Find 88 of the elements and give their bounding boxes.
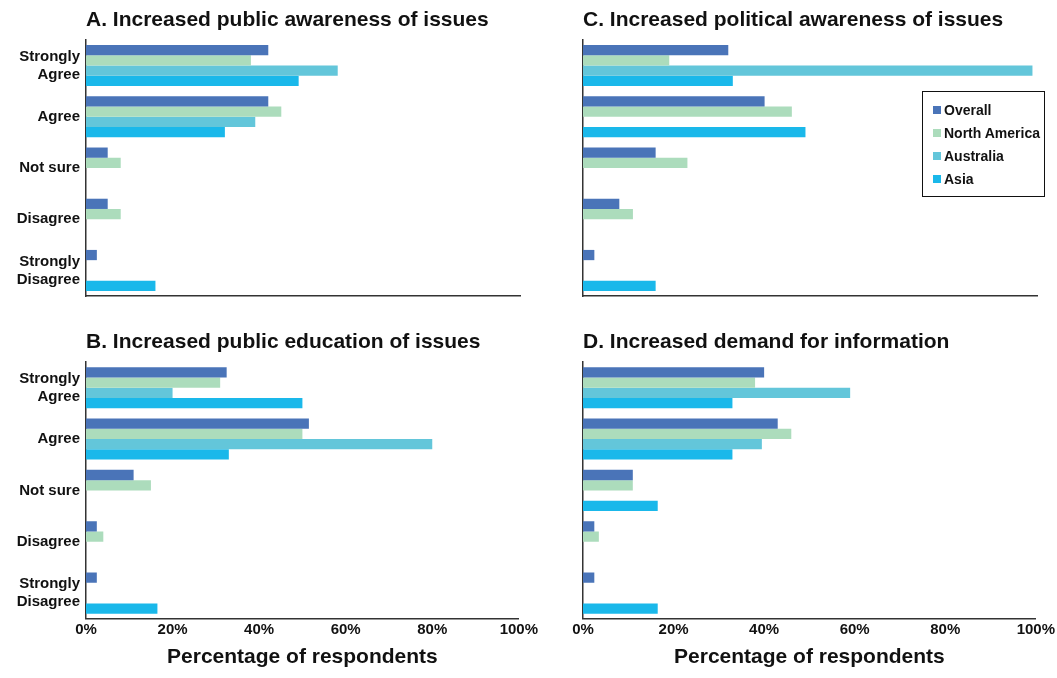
x-tick-label: 80% xyxy=(930,619,961,637)
x-tick-label: 60% xyxy=(839,619,870,637)
bar xyxy=(86,157,121,168)
x-tick-label: 100% xyxy=(499,619,539,637)
bar xyxy=(86,106,282,117)
y-tick-label: Strongly Disagree xyxy=(16,251,81,287)
legend-label: North America xyxy=(944,124,1040,141)
x-tick-label: 80% xyxy=(417,619,448,637)
bar xyxy=(583,55,670,66)
bar xyxy=(86,428,303,440)
bar xyxy=(583,249,595,261)
x-tick-label: 100% xyxy=(1016,619,1056,637)
bar xyxy=(583,96,765,107)
bar xyxy=(583,198,620,209)
bar xyxy=(583,531,599,542)
bar xyxy=(583,208,633,220)
bar xyxy=(86,96,269,107)
bar xyxy=(583,45,729,56)
bar xyxy=(86,418,309,429)
bar xyxy=(86,377,221,388)
bar xyxy=(583,521,595,532)
bar xyxy=(86,367,227,378)
y-tick-label: Strongly Disagree xyxy=(16,574,81,610)
y-tick-label: Disagree xyxy=(16,531,80,549)
bar xyxy=(583,572,595,583)
chart-title: B. Increased public education of issues xyxy=(86,329,481,353)
bar xyxy=(86,208,121,220)
y-tick-label: Agree xyxy=(37,429,80,447)
x-tick-label: 60% xyxy=(330,619,361,637)
bar xyxy=(86,249,97,261)
bar xyxy=(583,480,633,491)
bar xyxy=(583,106,792,117)
y-tick-label: Strongly Agree xyxy=(19,46,81,82)
chart-title: D. Increased demand for information xyxy=(583,329,950,353)
bar xyxy=(583,449,733,460)
bar xyxy=(86,439,433,450)
bar xyxy=(86,127,225,138)
x-tick-label: 40% xyxy=(244,619,275,637)
y-tick-label: Not sure xyxy=(19,158,80,176)
x-tick-label: 20% xyxy=(658,619,689,637)
bar xyxy=(86,603,158,614)
bar xyxy=(86,75,299,87)
bar xyxy=(86,45,269,56)
bar xyxy=(583,127,806,138)
bar xyxy=(583,157,688,168)
x-tick-label: 20% xyxy=(157,619,188,637)
bar xyxy=(583,500,658,511)
bar xyxy=(583,469,633,481)
bar xyxy=(583,65,1033,76)
bar xyxy=(583,280,656,291)
legend-label: Overall xyxy=(944,101,992,118)
bar xyxy=(86,387,173,398)
bar xyxy=(86,480,151,491)
bar xyxy=(583,367,765,378)
bar xyxy=(583,397,733,409)
y-tick-label: Strongly Agree xyxy=(19,368,81,404)
bar xyxy=(86,147,108,158)
bar xyxy=(86,521,97,532)
bar xyxy=(86,572,97,583)
x-tick-label: 40% xyxy=(749,619,780,637)
chart-title: C. Increased political awareness of issues xyxy=(583,7,1004,31)
bar xyxy=(583,428,792,440)
bar xyxy=(86,531,104,542)
bar xyxy=(86,449,229,460)
bar xyxy=(86,397,303,409)
bar xyxy=(583,603,658,614)
chart-title: A. Increased public awareness of issues xyxy=(86,7,489,31)
bar xyxy=(86,469,134,481)
y-tick-label: Agree xyxy=(37,106,80,124)
bar xyxy=(583,75,733,87)
bar xyxy=(86,198,108,209)
x-axis-title: Percentage of respondents xyxy=(674,644,945,668)
bar xyxy=(86,65,338,76)
legend-label: Asia xyxy=(944,170,974,187)
bar xyxy=(583,377,756,388)
bar xyxy=(583,387,851,398)
bar xyxy=(86,280,156,291)
x-tick-label: 0% xyxy=(572,619,594,637)
bar xyxy=(583,439,762,450)
x-tick-label: 0% xyxy=(75,619,97,637)
bar xyxy=(86,55,251,66)
bar xyxy=(583,147,656,158)
bar xyxy=(86,116,256,128)
bar xyxy=(583,418,778,429)
y-tick-label: Not sure xyxy=(19,480,80,498)
x-axis-title: Percentage of respondents xyxy=(167,644,438,668)
legend-label: Australia xyxy=(944,147,1004,164)
y-tick-label: Disagree xyxy=(16,209,80,227)
